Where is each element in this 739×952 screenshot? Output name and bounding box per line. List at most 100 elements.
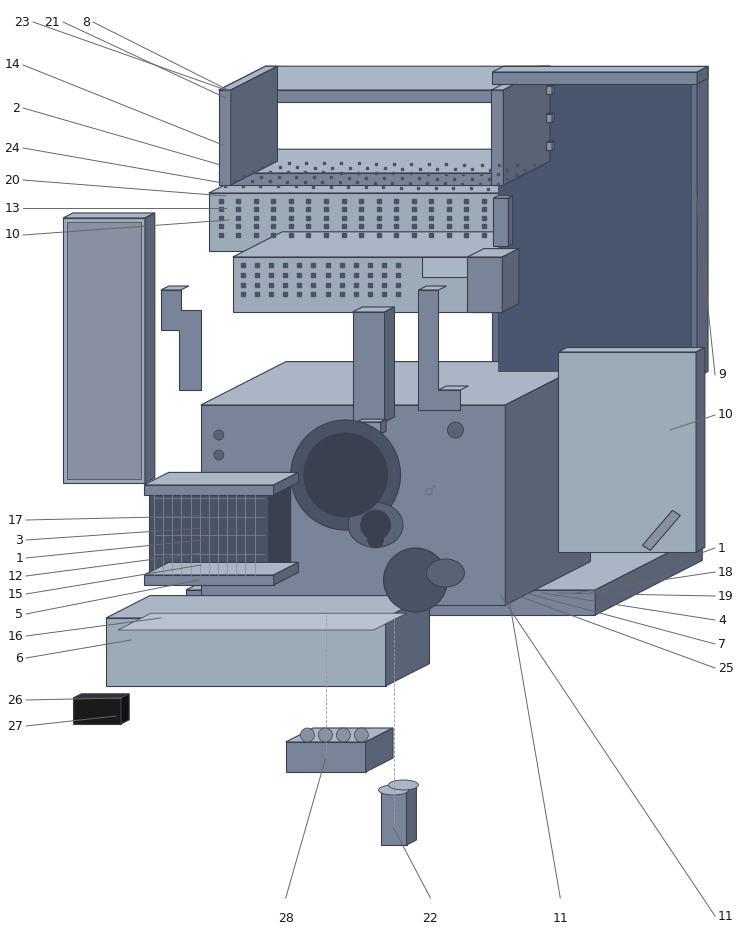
Polygon shape — [219, 90, 503, 102]
Circle shape — [336, 728, 350, 742]
Ellipse shape — [378, 785, 409, 795]
Polygon shape — [209, 193, 514, 251]
Polygon shape — [201, 362, 590, 405]
Polygon shape — [697, 67, 708, 377]
Polygon shape — [492, 72, 697, 84]
Text: 18: 18 — [718, 565, 734, 579]
Polygon shape — [366, 728, 393, 772]
Polygon shape — [219, 173, 503, 185]
Polygon shape — [286, 728, 393, 742]
Text: 28: 28 — [278, 911, 293, 924]
Text: 9: 9 — [718, 368, 726, 382]
Polygon shape — [546, 141, 554, 142]
Polygon shape — [503, 149, 550, 185]
Polygon shape — [144, 563, 299, 575]
Polygon shape — [552, 85, 554, 94]
Polygon shape — [546, 113, 554, 114]
Polygon shape — [149, 490, 269, 580]
Text: 21: 21 — [44, 15, 60, 29]
Polygon shape — [642, 510, 681, 550]
Polygon shape — [514, 165, 568, 251]
Polygon shape — [353, 312, 384, 422]
Circle shape — [214, 430, 224, 440]
Polygon shape — [595, 535, 702, 615]
Polygon shape — [144, 575, 273, 585]
Circle shape — [214, 475, 224, 485]
Polygon shape — [73, 698, 121, 724]
Polygon shape — [508, 196, 513, 246]
Polygon shape — [418, 290, 460, 410]
Polygon shape — [503, 67, 550, 102]
Polygon shape — [269, 479, 290, 580]
Text: 26: 26 — [7, 693, 23, 706]
Circle shape — [304, 433, 387, 517]
Polygon shape — [63, 218, 145, 483]
Text: 2: 2 — [13, 102, 20, 114]
Text: 23: 23 — [14, 15, 30, 29]
Circle shape — [319, 728, 333, 742]
Polygon shape — [505, 362, 590, 605]
Polygon shape — [219, 67, 277, 90]
Circle shape — [301, 728, 314, 742]
Polygon shape — [381, 419, 386, 434]
Polygon shape — [503, 248, 519, 312]
Polygon shape — [503, 67, 550, 185]
Polygon shape — [233, 257, 503, 312]
Polygon shape — [438, 386, 469, 390]
Text: 15: 15 — [7, 587, 23, 601]
Text: 1: 1 — [16, 551, 23, 565]
Polygon shape — [558, 352, 696, 552]
Circle shape — [384, 548, 447, 612]
Polygon shape — [406, 785, 416, 845]
Polygon shape — [353, 307, 395, 312]
Text: 7: 7 — [718, 638, 726, 650]
Polygon shape — [552, 113, 554, 122]
Polygon shape — [201, 405, 505, 605]
Text: 16: 16 — [7, 629, 23, 643]
Polygon shape — [273, 563, 299, 585]
Polygon shape — [106, 596, 429, 618]
Text: 10: 10 — [718, 408, 734, 422]
Polygon shape — [696, 347, 705, 552]
Polygon shape — [106, 618, 386, 686]
Text: 6: 6 — [16, 651, 23, 664]
Polygon shape — [381, 785, 416, 790]
Polygon shape — [491, 67, 550, 90]
Polygon shape — [233, 231, 552, 257]
Text: 27: 27 — [7, 720, 23, 732]
Polygon shape — [161, 286, 189, 290]
Polygon shape — [386, 596, 429, 686]
Polygon shape — [552, 141, 554, 150]
Text: 24: 24 — [4, 142, 20, 154]
Polygon shape — [546, 87, 552, 94]
Text: 10: 10 — [4, 228, 20, 242]
Circle shape — [361, 510, 390, 540]
Polygon shape — [384, 307, 395, 422]
Polygon shape — [219, 67, 550, 90]
Polygon shape — [492, 72, 697, 377]
Polygon shape — [186, 590, 595, 615]
Polygon shape — [498, 78, 691, 371]
Polygon shape — [209, 165, 568, 193]
Circle shape — [367, 532, 384, 548]
Circle shape — [354, 728, 368, 742]
Polygon shape — [286, 742, 366, 772]
Polygon shape — [697, 67, 708, 84]
Polygon shape — [144, 472, 299, 485]
Ellipse shape — [389, 780, 418, 790]
Circle shape — [290, 420, 401, 530]
Text: 20: 20 — [4, 173, 20, 187]
Circle shape — [214, 450, 224, 460]
Polygon shape — [492, 67, 708, 72]
Polygon shape — [219, 149, 550, 173]
Text: 1: 1 — [718, 542, 726, 554]
Text: 25: 25 — [718, 662, 734, 675]
Text: 11: 11 — [718, 909, 734, 922]
Text: 14: 14 — [4, 58, 20, 71]
Polygon shape — [381, 790, 406, 845]
Polygon shape — [73, 694, 129, 698]
Polygon shape — [558, 347, 705, 352]
Text: 19: 19 — [718, 589, 734, 603]
Text: 3: 3 — [16, 533, 23, 546]
Polygon shape — [118, 613, 406, 630]
